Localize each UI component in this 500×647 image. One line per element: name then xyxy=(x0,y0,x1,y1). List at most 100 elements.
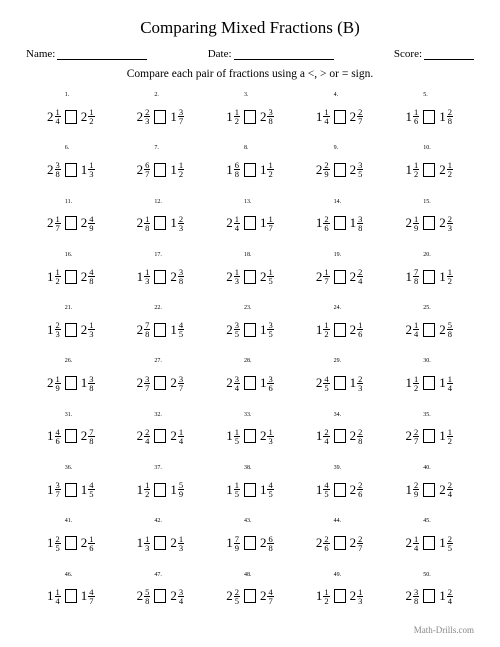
answer-box[interactable] xyxy=(244,216,256,230)
date-underline[interactable] xyxy=(234,48,334,60)
fraction-part: 68 xyxy=(234,161,240,178)
answer-box[interactable] xyxy=(334,376,346,390)
answer-box[interactable] xyxy=(65,376,77,390)
whole-part: 1 xyxy=(47,428,54,444)
answer-box[interactable] xyxy=(423,483,435,497)
mixed-fraction: 126 xyxy=(316,215,330,232)
answer-box[interactable] xyxy=(423,163,435,177)
answer-box[interactable] xyxy=(244,429,256,443)
answer-box[interactable] xyxy=(423,323,435,337)
denominator: 4 xyxy=(234,223,240,232)
whole-part: 1 xyxy=(170,215,177,231)
answer-box[interactable] xyxy=(154,483,166,497)
answer-box[interactable] xyxy=(65,163,77,177)
numerator: 3 xyxy=(357,215,363,223)
numerator: 2 xyxy=(447,108,453,116)
answer-box[interactable] xyxy=(334,589,346,603)
answer-box[interactable] xyxy=(423,270,435,284)
answer-box[interactable] xyxy=(334,163,346,177)
numerator: 3 xyxy=(267,375,273,383)
answer-box[interactable] xyxy=(65,483,77,497)
denominator: 2 xyxy=(447,169,453,178)
fraction-part: 12 xyxy=(323,588,329,605)
answer-box[interactable] xyxy=(423,589,435,603)
whole-part: 1 xyxy=(260,215,267,231)
answer-box[interactable] xyxy=(65,323,77,337)
answer-box[interactable] xyxy=(154,429,166,443)
problem: 45.214125 xyxy=(384,516,474,569)
denominator: 7 xyxy=(55,489,61,498)
whole-part: 2 xyxy=(81,322,88,338)
score-underline[interactable] xyxy=(424,48,474,60)
instructions: Compare each pair of fractions using a <… xyxy=(26,68,474,80)
answer-box[interactable] xyxy=(423,376,435,390)
fraction-part: 13 xyxy=(357,588,363,605)
answer-box[interactable] xyxy=(423,536,435,550)
answer-box[interactable] xyxy=(244,323,256,337)
answer-box[interactable] xyxy=(65,270,77,284)
fraction-part: 12 xyxy=(234,108,240,125)
numerator: 2 xyxy=(234,588,240,596)
answer-box[interactable] xyxy=(244,163,256,177)
numerator: 2 xyxy=(323,535,329,543)
denominator: 9 xyxy=(55,383,61,392)
numerator: 2 xyxy=(447,588,453,596)
fraction-part: 35 xyxy=(234,321,240,338)
whole-part: 1 xyxy=(81,482,88,498)
answer-box[interactable] xyxy=(244,536,256,550)
answer-box[interactable] xyxy=(65,589,77,603)
fraction-part: 25 xyxy=(447,535,453,552)
fraction-part: 12 xyxy=(413,161,419,178)
answer-box[interactable] xyxy=(65,110,77,124)
answer-box[interactable] xyxy=(244,589,256,603)
answer-box[interactable] xyxy=(65,536,77,550)
fraction-part: 38 xyxy=(267,108,273,125)
answer-box[interactable] xyxy=(244,270,256,284)
answer-box[interactable] xyxy=(154,323,166,337)
answer-box[interactable] xyxy=(334,110,346,124)
answer-box[interactable] xyxy=(334,483,346,497)
numerator: 2 xyxy=(447,481,453,489)
answer-box[interactable] xyxy=(154,163,166,177)
answer-box[interactable] xyxy=(334,429,346,443)
numerator: 3 xyxy=(267,108,273,116)
answer-box[interactable] xyxy=(334,536,346,550)
whole-part: 2 xyxy=(47,215,54,231)
whole-part: 1 xyxy=(226,428,233,444)
problem: 43.179268 xyxy=(205,516,295,569)
answer-box[interactable] xyxy=(334,270,346,284)
problem: 33.115213 xyxy=(205,410,295,463)
numerator: 4 xyxy=(178,321,184,329)
answer-box[interactable] xyxy=(154,589,166,603)
answer-box[interactable] xyxy=(154,110,166,124)
header-row: Name: Date: Score: xyxy=(26,48,474,60)
denominator: 4 xyxy=(413,329,419,338)
answer-box[interactable] xyxy=(154,270,166,284)
fraction-part: 13 xyxy=(88,321,94,338)
answer-box[interactable] xyxy=(423,110,435,124)
answer-box[interactable] xyxy=(154,216,166,230)
answer-box[interactable] xyxy=(334,216,346,230)
denominator: 4 xyxy=(55,596,61,605)
numerator: 4 xyxy=(267,588,273,596)
mixed-fraction: 125 xyxy=(439,535,453,552)
answer-box[interactable] xyxy=(244,483,256,497)
answer-box[interactable] xyxy=(65,429,77,443)
answer-box[interactable] xyxy=(244,376,256,390)
fraction-part: 48 xyxy=(88,268,94,285)
answer-box[interactable] xyxy=(244,110,256,124)
answer-box[interactable] xyxy=(423,429,435,443)
numerator: 1 xyxy=(178,161,184,169)
mixed-fraction: 278 xyxy=(137,321,151,338)
fraction-part: 13 xyxy=(267,428,273,445)
answer-box[interactable] xyxy=(154,376,166,390)
answer-box[interactable] xyxy=(154,536,166,550)
answer-box[interactable] xyxy=(334,323,346,337)
problem: 13.214117 xyxy=(205,197,295,250)
name-underline[interactable] xyxy=(57,48,147,60)
whole-part: 1 xyxy=(47,322,54,338)
answer-box[interactable] xyxy=(65,216,77,230)
problem: 25.214258 xyxy=(384,303,474,356)
fraction-part: 17 xyxy=(55,215,61,232)
answer-box[interactable] xyxy=(423,216,435,230)
